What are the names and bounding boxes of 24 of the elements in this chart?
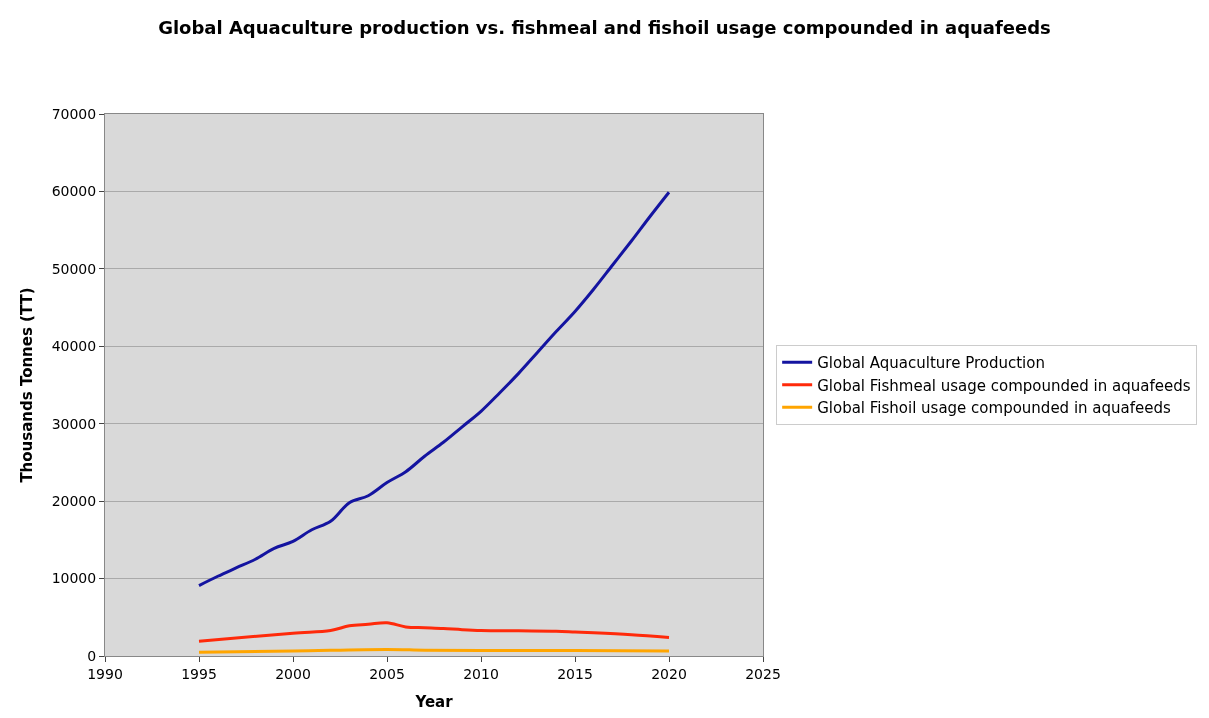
- y-axis-title: Thousands Tonnes (TT): [17, 287, 36, 483]
- y-tick-label: 20000: [51, 493, 97, 510]
- y-tick-label: 60000: [51, 183, 97, 200]
- x-tick-label: 2005: [369, 665, 405, 682]
- x-tick-label: 2000: [275, 665, 311, 682]
- chart-title: Global Aquaculture production vs. fishmeal and fishoil usage compounded in aquafeeds: [158, 17, 1051, 39]
- y-tick-label: 10000: [51, 570, 97, 587]
- line-series: [197, 190, 671, 588]
- x-tick-label: 2025: [745, 665, 781, 682]
- x-tick-label: 1995: [181, 665, 217, 682]
- y-tick-label: 0: [87, 647, 97, 664]
- legend-label: Global Aquaculture Production: [817, 354, 1045, 373]
- x-tick-label: 1990: [87, 665, 123, 682]
- y-tick-label: 70000: [51, 105, 97, 122]
- y-tick-label: 40000: [51, 338, 97, 355]
- x-tick-label: 2020: [651, 665, 687, 682]
- y-tick-label: 30000: [51, 415, 97, 432]
- x-tick-label: 2010: [463, 665, 499, 682]
- x-tick-label: 2015: [557, 665, 593, 682]
- y-tick-label: 50000: [51, 260, 97, 277]
- x-axis-title: Year: [414, 692, 454, 711]
- line-series: [197, 621, 671, 643]
- legend-label: Global Fishmeal usage compounded in aquafeeds: [817, 376, 1191, 395]
- legend-label: Global Fishoil usage compounded in aquafeeds: [817, 399, 1172, 418]
